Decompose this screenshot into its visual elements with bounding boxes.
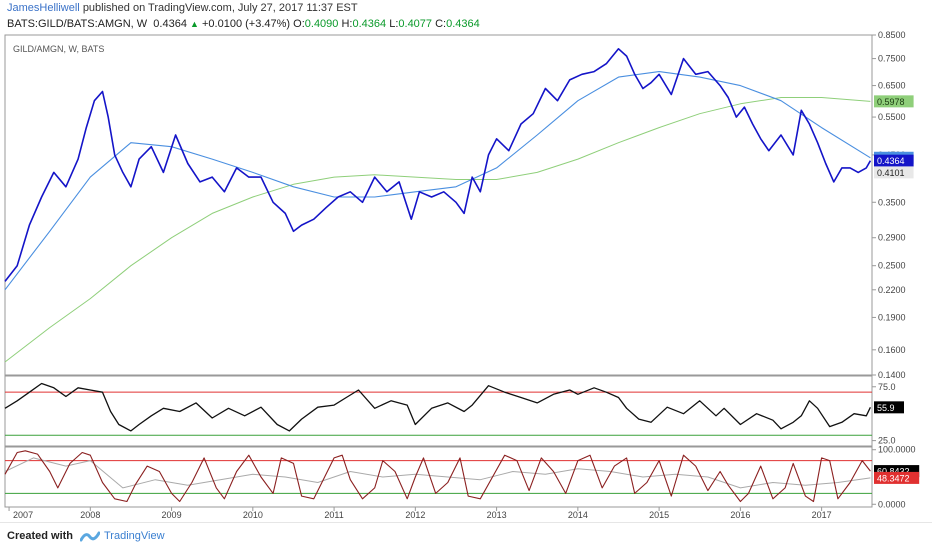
stoch-k-line [4,450,871,503]
rsi-badge-bg-0 [874,401,904,414]
publish-info: published on TradingView.com, July 27, 2… [82,2,358,14]
x-tick-label-2016: 2016 [730,510,750,520]
x-tick-label-2011: 2011 [324,510,343,520]
x-tick-label-2010: 2010 [243,510,263,520]
price-badge-3: 0.4101 [877,168,905,178]
high-label: H: [341,18,353,30]
pane-frame-2 [4,446,873,508]
x-tick-label-2007: 2007 [13,510,33,520]
y-tick-label-0.2200: 0.2200 [878,285,906,295]
footer: Created with TradingView [0,522,932,551]
y-tick-label-0.2500: 0.2500 [878,261,906,271]
stoch-d-line [4,457,871,489]
stoch-tick-label-100.0000: 100.0000 [878,445,916,455]
y-tick-label-0.1600: 0.1600 [878,345,906,355]
low-value: 0.4077 [398,18,433,30]
x-tick-label-2012: 2012 [405,510,425,520]
stoch-badge-1: 48.3472 [877,473,910,483]
price-change: +0.0100 (+3.47%) [202,18,291,30]
stoch-badge-0: 60.8432 [877,467,910,477]
x-tick-label-2008: 2008 [80,510,100,520]
stoch-badge-bg-1 [874,471,920,484]
x-tick-label-2013: 2013 [487,510,507,520]
open-label: O: [293,18,305,30]
y-tick-label-0.6500: 0.6500 [878,81,906,91]
y-tick-label-0.1400: 0.1400 [878,370,906,380]
ma-slow-line [4,97,871,363]
pane-frame-0 [4,34,873,376]
created-with-label: Created with [7,530,74,542]
y-tick-label-0.3500: 0.3500 [878,197,906,207]
price-badge-2: 0.4364 [877,156,905,166]
close-value: 0.4364 [446,18,480,30]
low-label: L: [389,18,399,30]
chart-title: GILD/AMGN, W, BATS [13,44,104,54]
price-badge-bg-0 [874,95,914,108]
price-badge-bg-2 [874,154,914,167]
x-tick-label-2015: 2015 [649,510,669,520]
x-tick-label-2009: 2009 [162,510,182,520]
price-badge-0: 0.5978 [877,97,905,107]
x-tick-label-2017: 2017 [812,510,832,520]
y-tick-label-0.8500: 0.8500 [878,30,906,40]
y-tick-label-0.5500: 0.5500 [878,112,906,122]
close-label: C: [435,18,447,30]
ma-fast-line [4,71,871,291]
rsi-tick-label-25.0: 25.0 [878,436,896,446]
y-tick-label-0.2900: 0.2900 [878,233,906,243]
tradingview-link[interactable]: TradingView [104,530,165,542]
publish-header: JamesHelliwell published on TradingView.… [7,2,358,14]
high-value: 0.4364 [352,18,387,30]
y-tick-label-0.1900: 0.1900 [878,312,906,322]
price-line [4,47,872,282]
price-badge-bg-3 [874,166,914,179]
rsi-tick-label-75.0: 75.0 [878,382,896,392]
rsi-line [4,382,871,432]
author-link[interactable]: JamesHelliwell [7,2,80,14]
last-price: 0.4364 [153,18,187,30]
symbol-label: BATS:GILD/BATS:AMGN, W [7,18,148,30]
stoch-tick-label-0.0000: 0.0000 [878,499,906,509]
y-tick-label-0.7500: 0.7500 [878,54,906,64]
x-tick-label-2014: 2014 [568,510,588,520]
symbol-header: BATS:GILD/BATS:AMGN, W 0.4364 ▲ +0.0100 … [7,18,480,30]
rsi-badge-0: 55.9 [877,403,895,413]
tradingview-logo-icon [80,531,100,542]
up-arrow-icon: ▲ [190,19,199,29]
open-value: 0.4090 [304,18,339,30]
